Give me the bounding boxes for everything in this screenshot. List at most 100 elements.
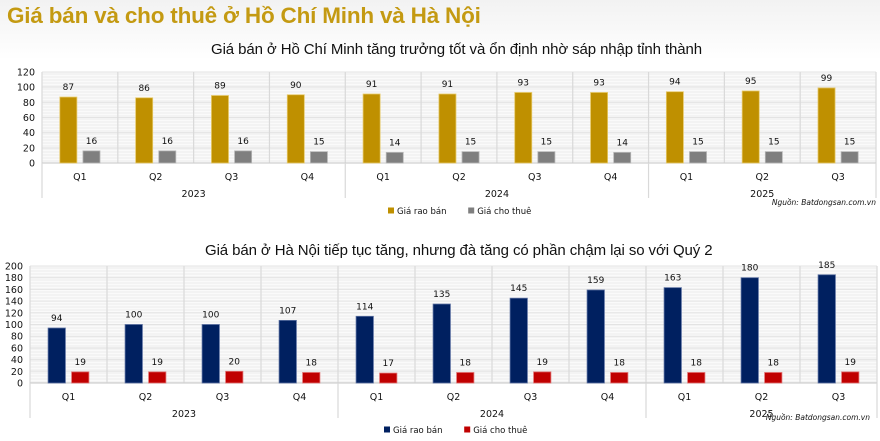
y-tick-label: 140 <box>5 297 23 308</box>
x-tick-label: Q3 <box>528 172 542 183</box>
y-tick-label: 120 <box>17 68 35 79</box>
data-label: 16 <box>237 137 249 147</box>
data-label: 19 <box>75 358 87 368</box>
bar-giá-cho-thuê <box>158 150 177 164</box>
data-label: 18 <box>614 358 626 368</box>
bar-giá-rao-bán <box>509 297 528 384</box>
bar-giá-rao-bán <box>665 91 684 164</box>
x-tick-label: Q3 <box>225 172 239 183</box>
bar-giá-cho-thuê <box>456 372 475 384</box>
x-tick-label: Q1 <box>62 392 76 403</box>
year-label: 2025 <box>750 189 774 200</box>
data-label: 94 <box>669 78 681 88</box>
y-tick-label: 120 <box>5 308 23 319</box>
year-label: 2024 <box>485 189 509 200</box>
bar-giá-cho-thuê <box>689 151 707 164</box>
data-label: 185 <box>818 261 835 271</box>
legend-swatch-icon <box>468 207 475 214</box>
x-tick-label: Q1 <box>370 392 384 403</box>
y-tick-label: 0 <box>29 159 35 170</box>
data-label: 163 <box>664 274 681 284</box>
legend-label: Giá rao bán <box>393 426 442 436</box>
bar-giá-cho-thuê <box>537 151 556 164</box>
data-label: 159 <box>587 276 604 286</box>
legend-label: Giá cho thuê <box>473 425 527 436</box>
data-label: 114 <box>356 302 373 312</box>
bar-giá-cho-thuê <box>379 372 398 384</box>
bar-giá-rao-bán <box>590 92 609 164</box>
data-label: 15 <box>465 138 476 148</box>
chart-title-hanoi: Giá bán ở Hà Nội tiếp tục tăng, nhưng đà… <box>205 242 713 259</box>
bar-giá-cho-thuê <box>461 151 480 164</box>
data-label: 95 <box>745 77 756 87</box>
data-label: 20 <box>229 357 241 367</box>
y-tick-label: 180 <box>5 273 23 284</box>
bar-giá-cho-thuê <box>841 371 860 384</box>
y-tick-label: 100 <box>5 320 23 331</box>
y-tick-label: 60 <box>23 113 35 124</box>
bar-giá-rao-bán <box>362 93 381 164</box>
bar-giá-rao-bán <box>586 289 605 384</box>
y-tick-label: 20 <box>23 143 35 154</box>
y-tick-label: 20 <box>11 367 23 378</box>
x-tick-label: Q1 <box>73 172 87 183</box>
x-tick-label: Q1 <box>680 172 694 183</box>
y-tick-label: 40 <box>23 128 35 139</box>
data-label: 91 <box>442 80 453 90</box>
bar-giá-rao-bán <box>355 315 374 384</box>
chart-title-hcm: Giá bán ở Hồ Chí Minh tăng trưởng tốt và… <box>211 41 702 58</box>
bar-giá-rao-bán <box>59 96 78 164</box>
y-tick-label: 80 <box>23 98 35 109</box>
bar-giá-rao-bán <box>817 87 836 164</box>
data-label: 14 <box>389 138 401 148</box>
data-label: 19 <box>845 358 857 368</box>
bar-giá-cho-thuê <box>302 372 321 384</box>
data-label: 14 <box>616 138 628 148</box>
x-tick-label: Q4 <box>604 172 618 183</box>
legend-swatch-icon <box>384 426 390 433</box>
bar-giá-cho-thuê <box>764 151 783 164</box>
x-tick-label: Q2 <box>756 172 770 183</box>
data-label: 94 <box>51 314 63 324</box>
y-tick-label: 200 <box>5 262 23 273</box>
data-label: 15 <box>844 138 855 148</box>
data-label: 15 <box>541 138 552 148</box>
data-label: 135 <box>433 290 450 300</box>
x-tick-label: Q2 <box>452 172 466 183</box>
bar-giá-rao-bán <box>741 90 760 164</box>
y-tick-label: 60 <box>11 343 23 354</box>
bar-giá-cho-thuê <box>687 372 706 384</box>
data-label: 100 <box>202 311 219 321</box>
data-label: 100 <box>125 311 142 321</box>
page-title: Giá bán và cho thuê ở Hồ Chí Minh và Hà … <box>7 3 481 28</box>
bar-giá-cho-thuê <box>234 150 253 164</box>
bar-giá-rao-bán <box>278 320 297 384</box>
bar-giá-rao-bán <box>135 97 154 164</box>
data-label: 15 <box>313 138 324 148</box>
bar-giá-cho-thuê <box>533 371 552 384</box>
data-label: 87 <box>63 83 74 93</box>
y-tick-label: 160 <box>5 285 23 296</box>
x-tick-label: Q3 <box>216 392 230 403</box>
bar-giá-cho-thuê <box>613 151 632 164</box>
x-tick-label: Q2 <box>447 392 461 403</box>
bar-giá-rao-bán <box>438 93 457 164</box>
x-tick-label: Q2 <box>139 392 153 403</box>
data-label: 18 <box>768 358 780 368</box>
data-label: 15 <box>692 138 703 148</box>
y-tick-label: 80 <box>11 332 23 343</box>
bar-giá-rao-bán <box>201 324 220 384</box>
legend-label: Giá rao bán <box>397 207 446 217</box>
bar-giá-rao-bán <box>286 94 305 164</box>
bar-giá-cho-thuê <box>225 370 244 384</box>
y-tick-label: 0 <box>17 379 23 390</box>
bar-giá-rao-bán <box>211 95 229 164</box>
bar-giá-cho-thuê <box>610 372 629 384</box>
bar-giá-rao-bán <box>124 324 143 384</box>
bar-giá-cho-thuê <box>385 151 404 164</box>
data-label: 99 <box>821 74 833 84</box>
data-label: 93 <box>593 78 604 88</box>
chart-hcm: 0 20 40 60 80 100 120 87 16 Q1 86 16 Q2 89 16 Q3 90 15 Q4 9… <box>17 68 877 217</box>
data-label: 107 <box>279 306 296 316</box>
